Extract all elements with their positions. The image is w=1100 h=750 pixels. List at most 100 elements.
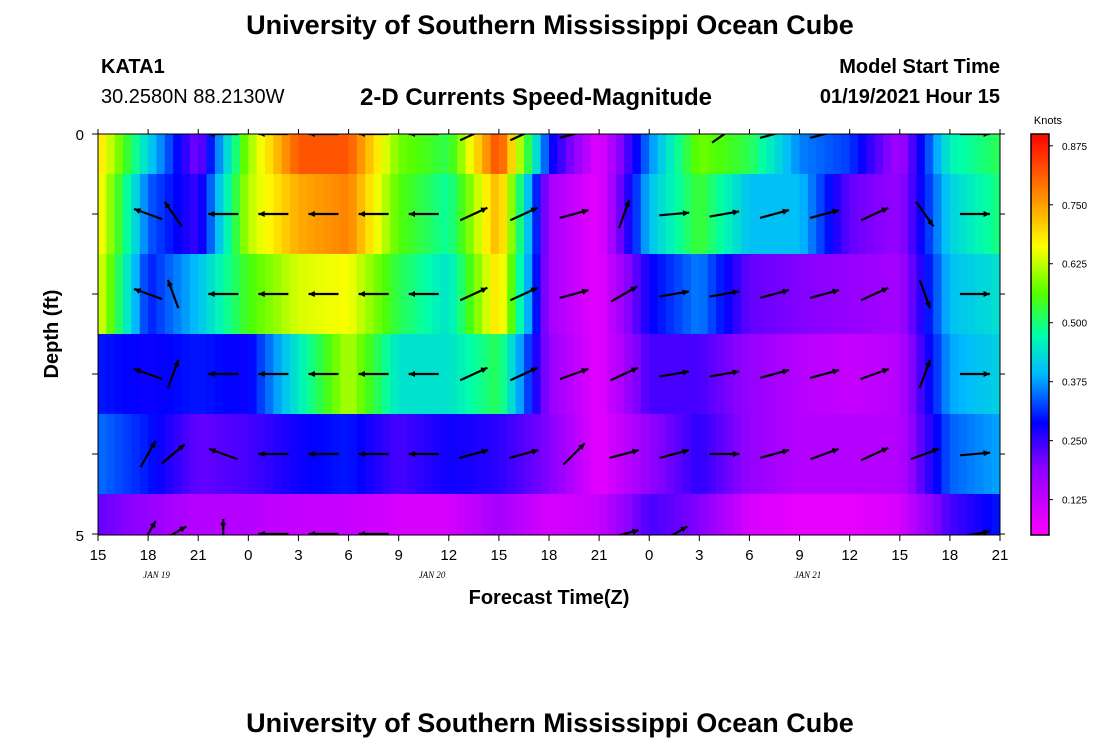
current-arrow	[166, 279, 180, 309]
heatmap-cell	[741, 134, 751, 174]
heatmap-cell	[532, 134, 542, 174]
heatmap-cell	[398, 254, 408, 334]
heatmap-cell	[549, 494, 558, 535]
x-tick-label: 3	[294, 547, 302, 564]
heatmap-cell	[273, 494, 283, 535]
heatmap-cell	[498, 174, 508, 254]
heatmap-cell	[799, 174, 809, 254]
heatmap-cell	[640, 494, 650, 535]
current-arrow	[308, 134, 339, 137]
heatmap-cell	[340, 414, 350, 494]
current-arrow	[609, 448, 639, 459]
heatmap-cell	[365, 134, 375, 174]
heatmap-cell	[164, 174, 174, 254]
heatmap-cell	[148, 414, 158, 494]
heatmap-cell	[139, 334, 149, 414]
current-arrow	[459, 206, 488, 222]
heatmap-cell	[774, 414, 784, 494]
x-tick-label: 15	[491, 547, 508, 564]
heatmap-cell	[139, 174, 149, 254]
heatmap-cell	[148, 174, 158, 254]
heatmap-cell	[841, 494, 851, 535]
heatmap-cell	[498, 134, 508, 174]
current-arrow	[459, 134, 477, 142]
heatmap-cell	[732, 174, 742, 254]
heatmap-cell	[849, 494, 859, 535]
heatmap-cell	[549, 174, 558, 254]
axes: 15 18 21 0 3 6 9 12 15 18 21 0 3 6 9 12 15 18 21 JAN 19 JAN …	[76, 127, 1009, 580]
current-arrow	[408, 371, 439, 377]
current-arrow	[308, 531, 339, 535]
heatmap-cell	[565, 334, 575, 414]
current-arrow	[918, 359, 932, 389]
heatmap-cell	[908, 494, 918, 535]
heatmap-cell	[348, 494, 358, 535]
heatmap-cell	[123, 414, 133, 494]
heatmap-cell	[348, 334, 358, 414]
heatmap-cell	[640, 414, 650, 494]
heatmap-cell	[482, 174, 492, 254]
heatmap-cell	[682, 414, 692, 494]
heatmap-cell	[791, 134, 801, 174]
heatmap-cell	[699, 254, 709, 334]
heatmap-cell	[933, 414, 943, 494]
heatmap-cell	[799, 254, 809, 334]
heatmap-cell	[398, 414, 408, 494]
heatmap-cell	[549, 414, 558, 494]
x-tick-label: 6	[745, 547, 753, 564]
heatmap-cell	[532, 254, 542, 334]
heatmap-cell	[582, 134, 592, 174]
heatmap-cell	[866, 494, 876, 535]
heatmap-cell	[799, 334, 809, 414]
heatmap-cell	[841, 334, 851, 414]
heatmap-cell	[640, 334, 650, 414]
heatmap-cell	[883, 494, 893, 535]
heatmap-cell	[440, 494, 450, 535]
current-arrow	[962, 529, 990, 535]
heatmap-cell	[490, 334, 500, 414]
heatmap-cell	[933, 494, 943, 535]
heatmap-cell	[632, 254, 642, 334]
heatmap-cell	[849, 414, 859, 494]
x-tick-label: 21	[190, 547, 207, 564]
heatmap-cell	[757, 334, 767, 414]
date-label: JAN 20	[419, 570, 446, 580]
heatmap-cell	[173, 494, 183, 535]
heatmap-cell	[766, 134, 776, 174]
heatmap-cell	[181, 414, 191, 494]
current-arrow	[358, 211, 389, 217]
heatmap-cell	[991, 134, 1000, 174]
heatmap-cell	[824, 494, 834, 535]
heatmap-cell	[741, 174, 751, 254]
heatmap-cell	[181, 254, 191, 334]
heatmap-cell	[607, 254, 617, 334]
heatmap-cell	[632, 134, 642, 174]
heatmap-cell	[248, 414, 258, 494]
heatmap-cell	[807, 334, 817, 414]
heatmap-cell	[98, 134, 107, 174]
current-arrow	[163, 201, 183, 227]
heatmap-cell	[832, 414, 842, 494]
heatmap-cell	[306, 134, 316, 174]
heatmap-cell	[807, 494, 817, 535]
x-tick-label: 18	[942, 547, 959, 564]
heatmap-cell	[265, 494, 274, 535]
heatmap-cell	[574, 174, 584, 254]
heatmap-cell	[181, 494, 191, 535]
heatmap-cell	[106, 414, 116, 494]
heatmap-cell	[941, 134, 951, 174]
current-arrow	[139, 440, 157, 468]
heatmap-cell	[131, 254, 141, 334]
heatmap-cell	[874, 414, 884, 494]
heatmap-cell	[749, 134, 759, 174]
heatmap-cell	[632, 494, 642, 535]
heatmap-cell	[908, 134, 918, 174]
heatmap-cell	[574, 494, 584, 535]
heatmap-cell	[607, 414, 617, 494]
heatmap-cell	[582, 494, 592, 535]
heatmap-cell	[690, 494, 700, 535]
heatmap-cell	[98, 174, 107, 254]
heatmap-cell	[657, 334, 667, 414]
current-vectors	[133, 134, 990, 535]
heatmap-cell	[223, 134, 233, 174]
